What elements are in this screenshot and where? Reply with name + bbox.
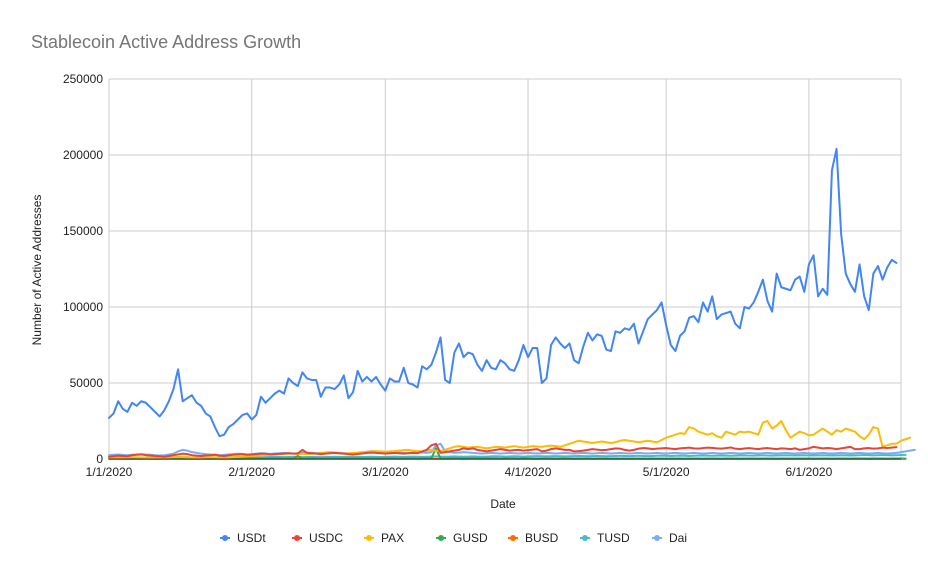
legend-item-pax[interactable]: PAX [364,531,404,545]
legend-marker [366,535,372,541]
chart-title: Stablecoin Active Address Growth [31,32,301,52]
legend-item-usdc[interactable]: USDC [292,531,343,545]
legend-marker [510,535,516,541]
legend-item-dai[interactable]: Dai [652,531,687,545]
legend-item-gusd[interactable]: GUSD [436,531,488,545]
legend-label: PAX [381,531,404,545]
x-tick-label: 6/1/2020 [786,465,833,479]
x-tick-label: 3/1/2020 [362,465,409,479]
x-tick-label: 2/1/2020 [228,465,275,479]
legend-marker [582,535,588,541]
x-tick-label: 4/1/2020 [505,465,552,479]
legend-label: Dai [669,531,687,545]
x-axis-label: Date [490,497,516,511]
y-tick-label: 100000 [63,300,103,314]
legend-item-busd[interactable]: BUSD [508,531,559,545]
x-tick-label: 1/1/2020 [86,465,133,479]
series-line-pax [108,420,912,459]
legend-marker [222,535,228,541]
gridlines [108,78,902,459]
series-line-usdt [108,147,898,438]
legend-marker [654,535,660,541]
legend-item-tusd[interactable]: TUSD [580,531,630,545]
legend: USDt USDC PAX GUSD BUSD TUSD Dai [220,531,687,545]
y-tick-label: 150000 [63,224,103,238]
series-line-usdc [108,442,898,458]
legend-marker [294,535,300,541]
legend-marker [438,535,444,541]
legend-label: USDt [237,531,266,545]
y-tick-label: 50000 [70,376,104,390]
y-tick-label: 200000 [63,148,103,162]
y-tick-label: 250000 [63,72,103,86]
legend-item-usdt[interactable]: USDt [220,531,266,545]
legend-label: TUSD [597,531,630,545]
axes: 0 50000 100000 150000 200000 250000 1/1/2020 2/… [63,72,901,479]
y-tick-label: 0 [96,452,103,466]
y-axis-label: Number of Active Addresses [30,195,44,346]
legend-label: USDC [309,531,343,545]
x-tick-label: 5/1/2020 [643,465,690,479]
legend-label: GUSD [453,531,488,545]
legend-label: BUSD [525,531,559,545]
